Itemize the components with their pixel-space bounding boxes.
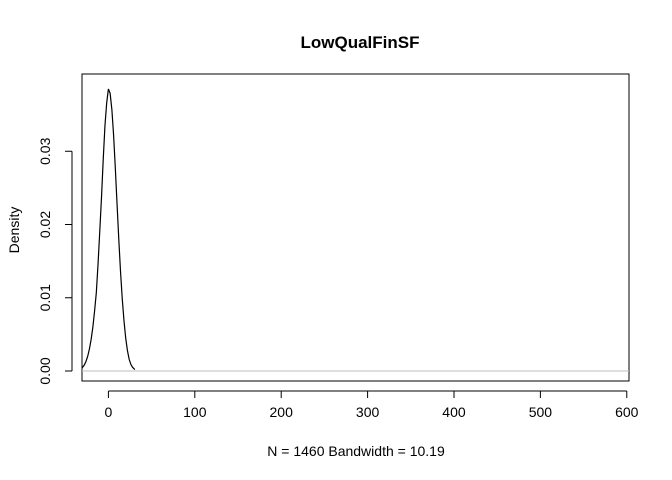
y-axis-tick-label: 0.03 — [37, 137, 53, 164]
x-axis-tick-label: 500 — [529, 404, 553, 420]
x-axis-tick-label: 600 — [615, 404, 639, 420]
x-axis-label: N = 1460 Bandwidth = 10.19 — [267, 443, 445, 459]
chart-title: LowQualFinSF — [301, 33, 420, 52]
plot-frame — [81, 73, 630, 382]
x-axis-tick-label: 400 — [442, 404, 466, 420]
y-axis-label: Density — [6, 207, 22, 254]
x-axis-tick-label: 100 — [183, 404, 207, 420]
x-axis-tick-label: 0 — [105, 404, 113, 420]
y-axis-tick-label: 0.02 — [37, 211, 53, 238]
x-axis: 0 100 200 300 400 500 600 — [105, 390, 639, 420]
x-axis-tick-label: 200 — [270, 404, 294, 420]
y-axis-tick-label: 0.01 — [37, 284, 53, 311]
y-axis-tick-label: 0.00 — [37, 357, 53, 384]
density-curve — [81, 88, 136, 370]
x-axis-tick-label: 300 — [356, 404, 380, 420]
y-axis: 0.00 0.01 0.02 0.03 — [37, 137, 73, 385]
